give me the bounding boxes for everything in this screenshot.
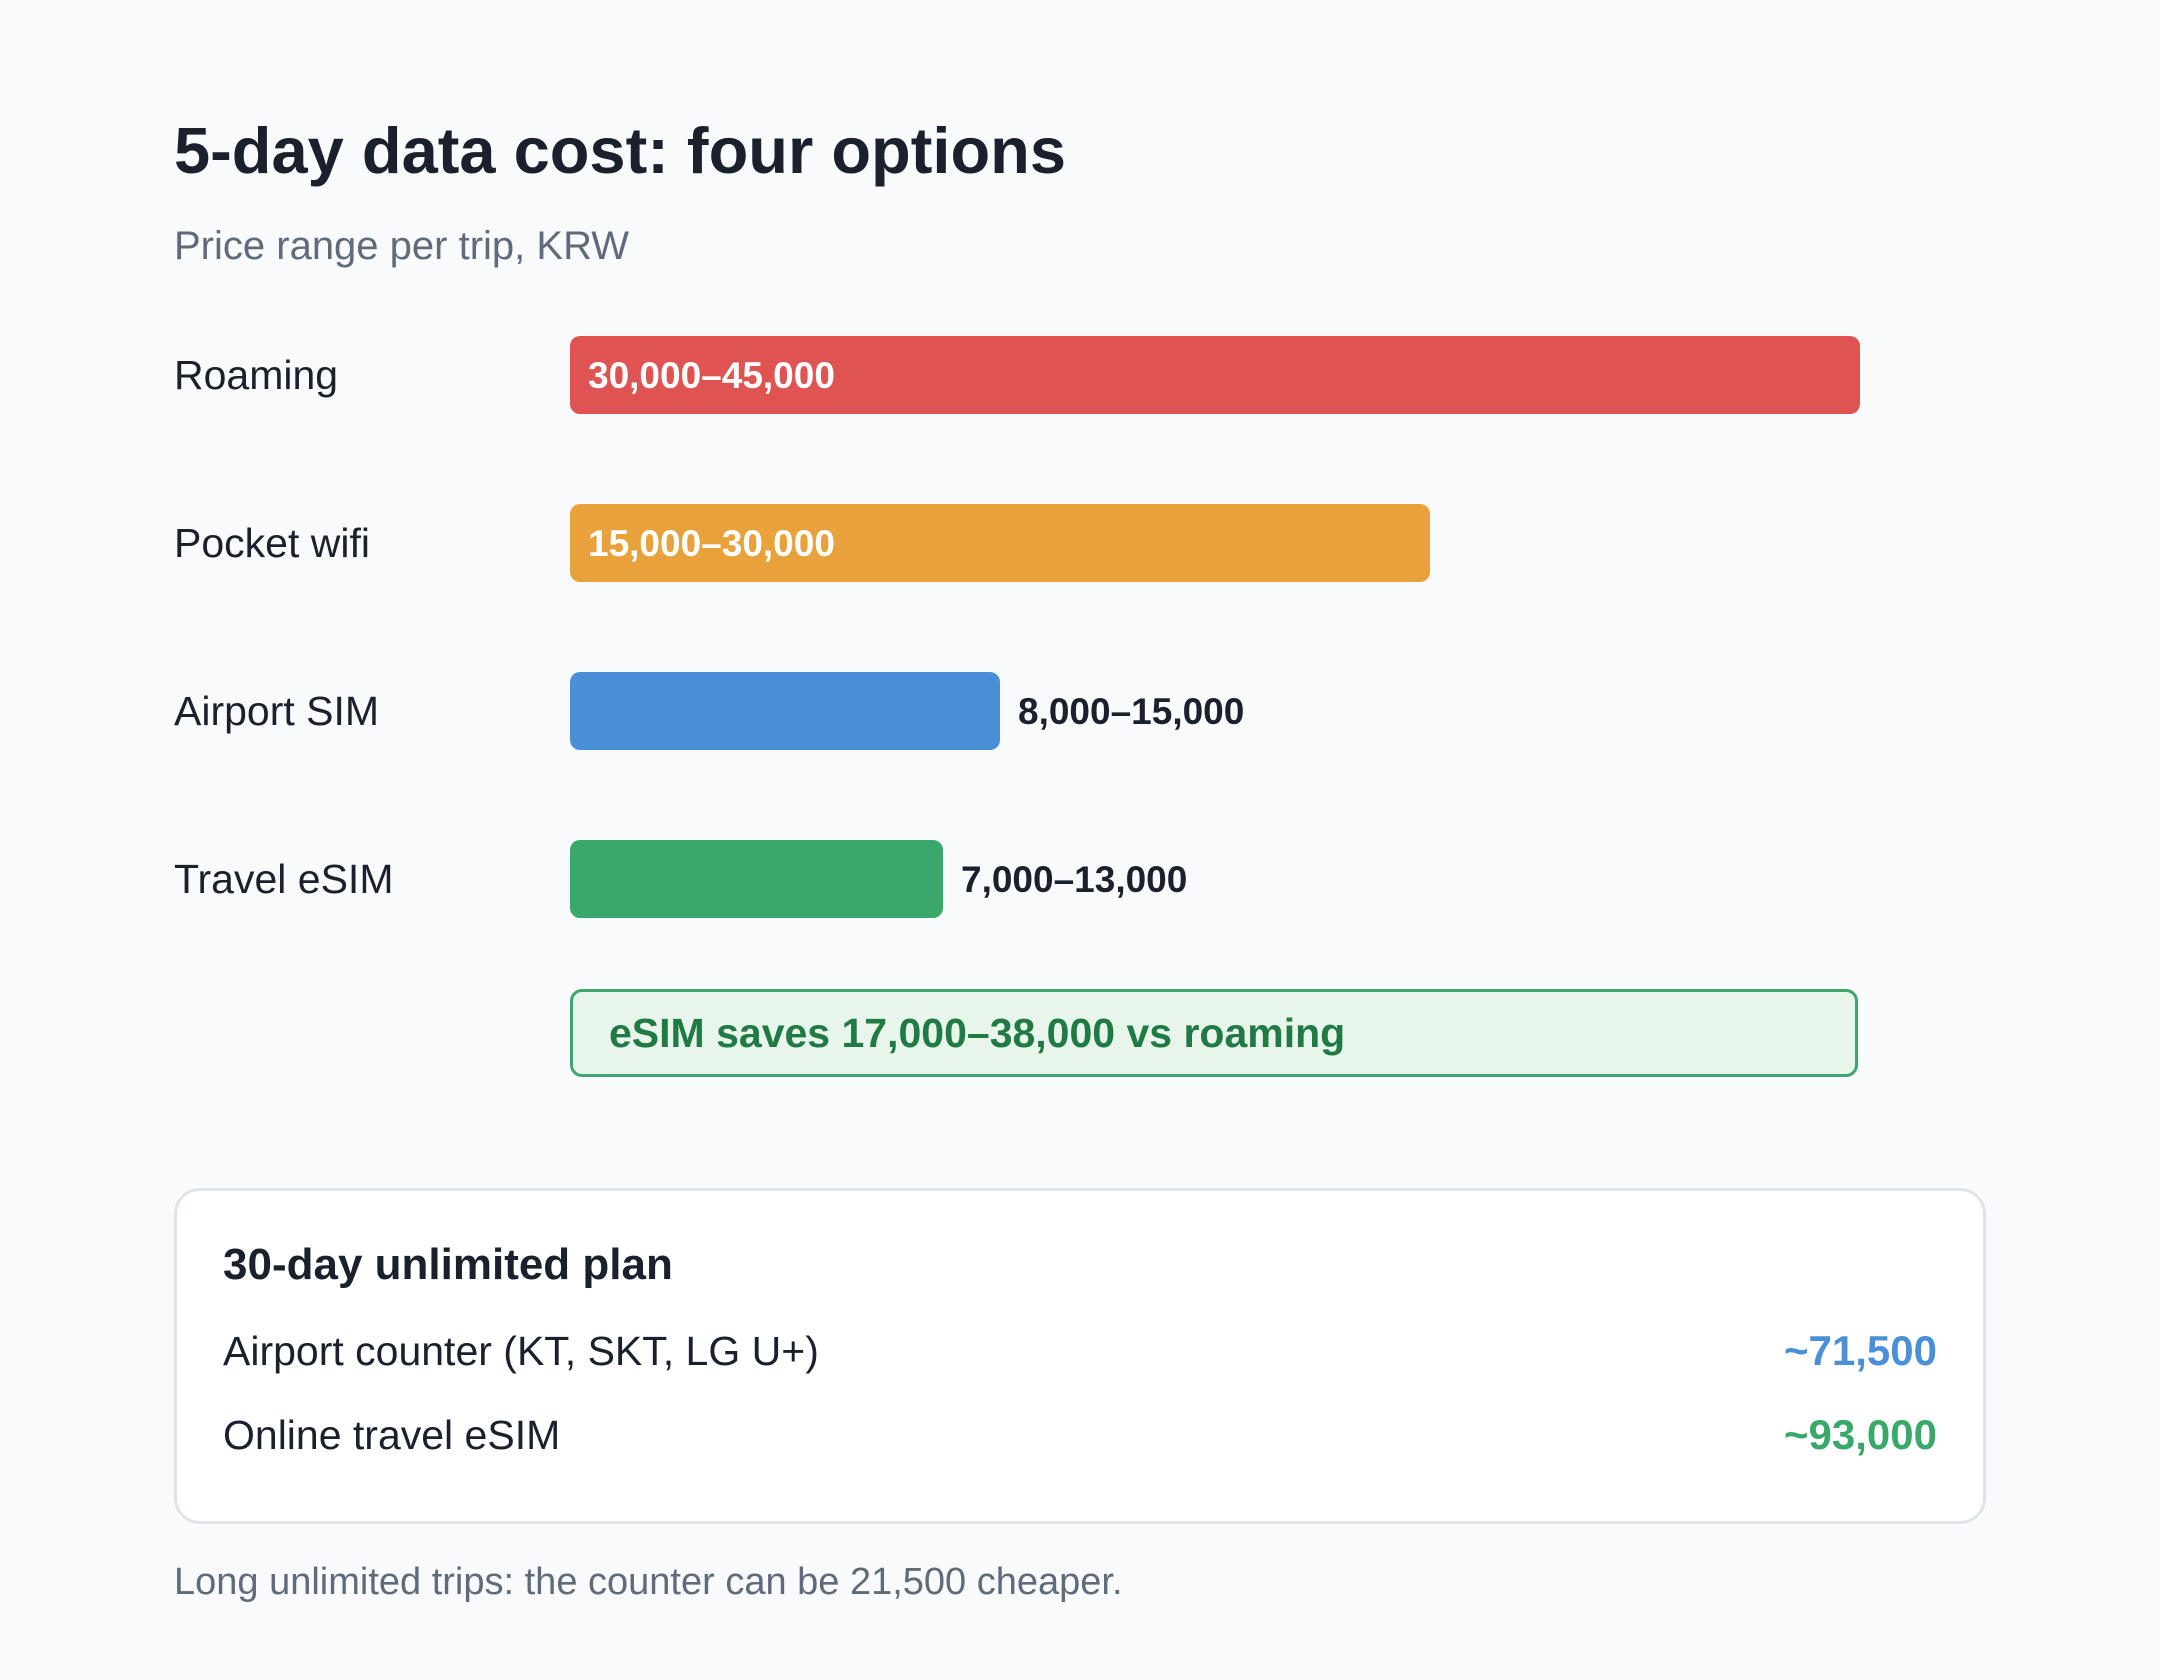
plan-name-online-esim: Online travel eSIM (223, 1412, 561, 1458)
bar-row-roaming: Roaming 30,000–45,000 (0, 336, 2160, 414)
savings-callout: eSIM saves 17,000–38,000 vs roaming (570, 989, 1858, 1077)
plan-card: 30-day unlimited plan Airport counter (K… (174, 1188, 1986, 1524)
chart-subtitle: Price range per trip, KRW (174, 224, 629, 268)
bar-row-pocket-wifi: Pocket wifi 15,000–30,000 (0, 504, 2160, 582)
chart-title: 5-day data cost: four options (174, 114, 1067, 187)
plan-row-airport-counter: Airport counter (KT, SKT, LG U+) ~71,500 (223, 1325, 1937, 1377)
category-label-pocket-wifi: Pocket wifi (174, 520, 370, 566)
plan-price-online-esim: ~93,000 (1784, 1411, 1937, 1458)
bar-travel-esim (570, 840, 943, 918)
bar-row-travel-esim: Travel eSIM 7,000–13,000 (0, 840, 2160, 918)
bar-pocket-wifi (570, 504, 1430, 582)
plan-row-online-esim: Online travel eSIM ~93,000 (223, 1409, 1937, 1461)
plan-title: 30-day unlimited plan (223, 1240, 673, 1289)
category-label-airport-sim: Airport SIM (174, 688, 380, 734)
value-label-roaming: 30,000–45,000 (588, 355, 835, 396)
bar-row-airport-sim: Airport SIM 8,000–15,000 (0, 672, 2160, 750)
category-label-travel-esim: Travel eSIM (174, 856, 394, 902)
value-label-travel-esim: 7,000–13,000 (961, 859, 1188, 900)
value-label-pocket-wifi: 15,000–30,000 (588, 523, 835, 564)
category-label-roaming: Roaming (174, 352, 339, 398)
bar-chart: Roaming 30,000–45,000 Pocket wifi 15,000… (0, 336, 2160, 918)
bar-roaming (570, 336, 1860, 414)
footnote: Long unlimited trips: the counter can be… (174, 1561, 1123, 1603)
plan-price-airport-counter: ~71,500 (1784, 1327, 1937, 1374)
plan-name-airport-counter: Airport counter (KT, SKT, LG U+) (223, 1328, 819, 1374)
bar-airport-sim (570, 672, 1000, 750)
value-label-airport-sim: 8,000–15,000 (1018, 691, 1245, 732)
